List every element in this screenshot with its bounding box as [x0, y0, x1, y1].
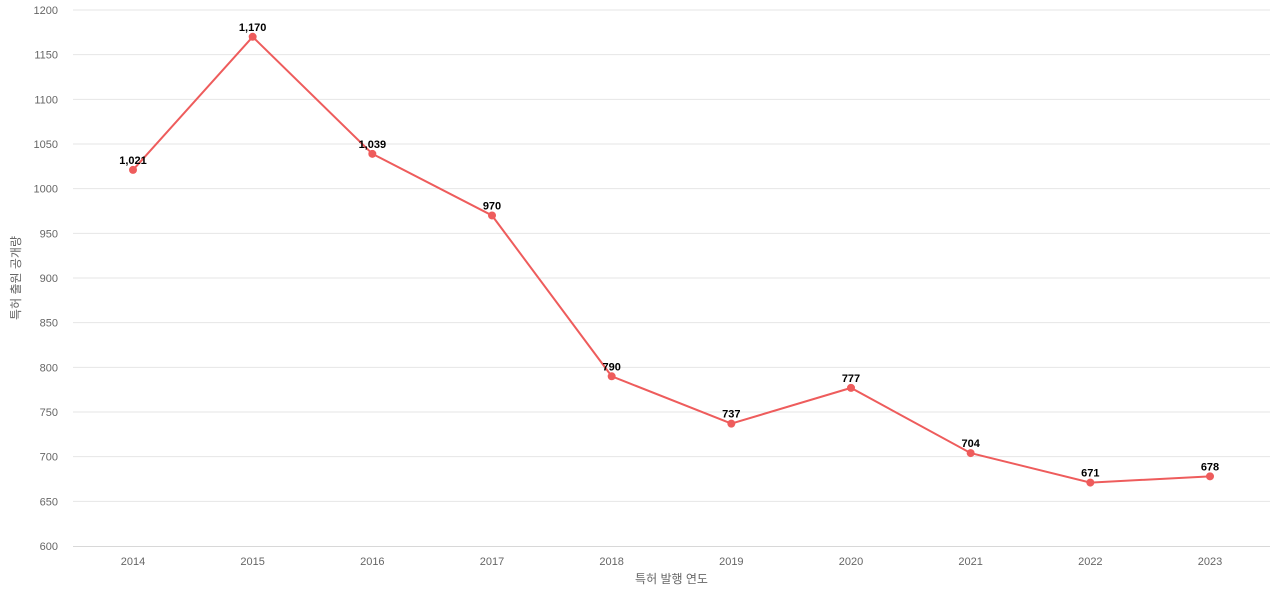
data-point: [248, 32, 257, 41]
x-tick-label: 2021: [958, 556, 982, 568]
data-point: [847, 383, 855, 392]
y-tick-label: 900: [40, 273, 58, 285]
x-tick-label: 2014: [121, 556, 145, 568]
series-line: [132, 35, 1211, 484]
gridlines: [73, 9, 1270, 502]
data-point: [727, 419, 736, 428]
data-label: 777: [842, 373, 860, 385]
x-tick-label: 2015: [240, 556, 264, 568]
data-point: [488, 211, 496, 220]
data-label: 737: [722, 409, 740, 421]
y-tick-label: 650: [40, 496, 58, 508]
x-tick-label: 2019: [719, 556, 743, 568]
y-tick-label: 750: [40, 407, 58, 419]
y-axis-title: 특허 출원 공개량: [9, 236, 23, 320]
x-axis-ticks: 2014 2015 2016 2017 2018 2019 2020 2021 2022 2023: [121, 556, 1222, 568]
data-label: 790: [602, 361, 620, 373]
y-tick-label: 1050: [34, 139, 58, 151]
x-tick-label: 2016: [360, 556, 384, 568]
data-points: [129, 32, 1214, 487]
x-tick-label: 2023: [1198, 556, 1222, 568]
data-point: [1206, 472, 1214, 481]
y-tick-label: 850: [40, 318, 58, 330]
x-tick-label: 2018: [599, 556, 623, 568]
y-tick-label: 1100: [34, 94, 58, 106]
data-label: 1,170: [239, 22, 267, 34]
data-label: 671: [1081, 468, 1099, 480]
y-tick-label: 1000: [34, 184, 58, 196]
y-tick-label: 600: [40, 541, 58, 553]
data-label: 970: [483, 200, 501, 212]
data-point: [607, 372, 616, 381]
data-point: [1086, 478, 1095, 487]
data-label: 704: [961, 438, 980, 450]
y-tick-label: 950: [40, 228, 58, 240]
x-tick-label: 2020: [839, 556, 863, 568]
y-axis-ticks: 600 650 700 750 800 850 900 950 1000 1050 1100 1150…: [34, 5, 58, 553]
data-label: 1,039: [359, 139, 387, 151]
x-tick-label: 2022: [1078, 556, 1102, 568]
data-point: [966, 449, 975, 458]
data-labels: 1,021 1,170 1,039 970 790 737 777 704 671 678: [119, 22, 1219, 480]
y-tick-label: 1200: [34, 5, 58, 17]
y-tick-label: 1150: [34, 50, 58, 62]
data-point: [129, 165, 137, 174]
x-axis-title: 특허 발행 연도: [635, 571, 708, 586]
data-label: 1,021: [119, 155, 147, 167]
y-tick-label: 700: [40, 452, 58, 464]
data-label: 678: [1201, 461, 1219, 473]
data-point: [368, 149, 377, 158]
x-tick-label: 2017: [480, 556, 504, 568]
y-tick-label: 800: [40, 362, 58, 374]
